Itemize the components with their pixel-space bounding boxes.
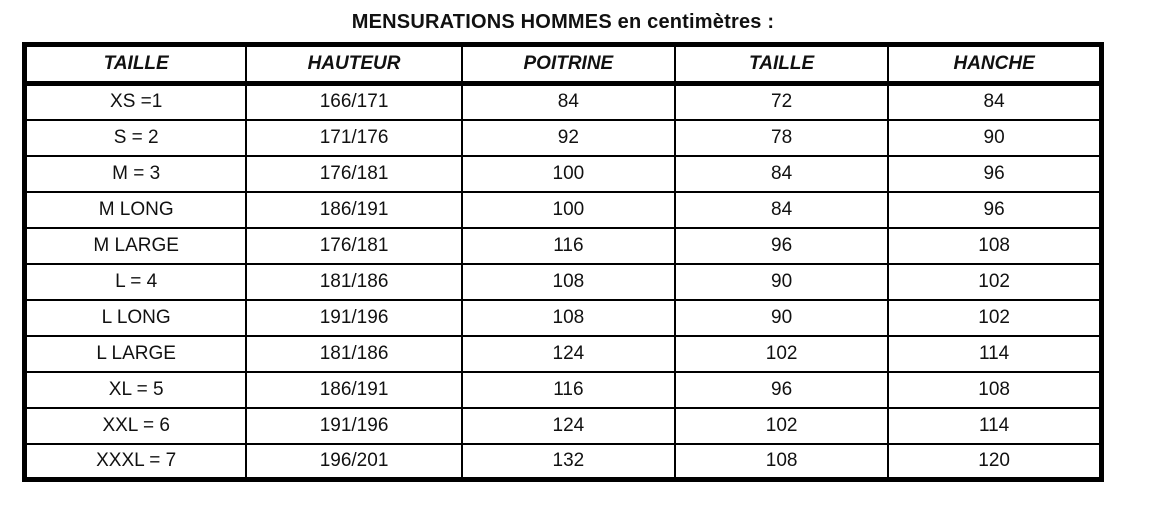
table-row-m-long: M LONG 186/191 100 84 96 (23, 190, 1103, 229)
table-row-l-long: L LONG 191/196 108 90 102 (23, 298, 1103, 337)
cell-hanche: 114 (887, 406, 1103, 445)
column-header-taille: TAILLE (23, 43, 248, 86)
cell-taille: 102 (673, 334, 890, 373)
cell-hanche: 84 (887, 82, 1103, 121)
cell-hauteur: 181/186 (245, 262, 463, 301)
table-row-xs: XS =1 166/171 84 72 84 (23, 82, 1103, 121)
table-row-xl: XL = 5 186/191 116 96 108 (23, 370, 1103, 409)
cell-hanche: 108 (887, 370, 1103, 409)
cell-poitrine: 92 (460, 118, 676, 157)
cell-size: S = 2 (23, 118, 248, 157)
cell-taille: 84 (673, 190, 890, 229)
cell-hanche: 120 (887, 442, 1103, 481)
column-header-hauteur: HAUTEUR (245, 43, 463, 86)
cell-hanche: 102 (887, 262, 1103, 301)
cell-taille: 102 (673, 406, 890, 445)
column-header-hanche: HANCHE (887, 43, 1103, 86)
cell-poitrine: 124 (460, 406, 676, 445)
cell-size: XXL = 6 (23, 406, 248, 445)
cell-hauteur: 181/186 (245, 334, 463, 373)
measurements-table: TAILLE HAUTEUR POITRINE TAILLE HANCHE XS… (22, 42, 1104, 482)
cell-taille: 96 (673, 370, 890, 409)
cell-taille: 90 (673, 298, 890, 337)
table-row-s: S = 2 171/176 92 78 90 (23, 118, 1103, 157)
table-row-m: M = 3 176/181 100 84 96 (23, 154, 1103, 193)
cell-hauteur: 176/181 (245, 226, 463, 265)
table-row-m-large: M LARGE 176/181 116 96 108 (23, 226, 1103, 265)
table-row-l: L = 4 181/186 108 90 102 (23, 262, 1103, 301)
cell-poitrine: 84 (460, 82, 676, 121)
cell-taille: 96 (673, 226, 890, 265)
cell-hauteur: 171/176 (245, 118, 463, 157)
cell-size: XL = 5 (23, 370, 248, 409)
cell-size: M LARGE (23, 226, 248, 265)
cell-poitrine: 116 (460, 226, 676, 265)
cell-poitrine: 124 (460, 334, 676, 373)
table-row-l-large: L LARGE 181/186 124 102 114 (23, 334, 1103, 373)
cell-size: M = 3 (23, 154, 248, 193)
cell-hauteur: 176/181 (245, 154, 463, 193)
size-chart-container: TAILLE HAUTEUR POITRINE TAILLE HANCHE XS… (22, 42, 1104, 482)
cell-taille: 90 (673, 262, 890, 301)
cell-size: XS =1 (23, 82, 248, 121)
cell-hanche: 114 (887, 334, 1103, 373)
cell-hauteur: 186/191 (245, 190, 463, 229)
cell-hanche: 96 (887, 154, 1103, 193)
cell-hanche: 96 (887, 190, 1103, 229)
cell-hauteur: 186/191 (245, 370, 463, 409)
cell-size: L = 4 (23, 262, 248, 301)
cell-size: M LONG (23, 190, 248, 229)
page-title: MENSURATIONS HOMMES en centimètres : (351, 11, 775, 33)
cell-poitrine: 116 (460, 370, 676, 409)
header-row: TAILLE HAUTEUR POITRINE TAILLE HANCHE (23, 43, 1103, 86)
cell-hauteur: 191/196 (245, 406, 463, 445)
cell-taille: 78 (673, 118, 890, 157)
cell-hanche: 108 (887, 226, 1103, 265)
cell-poitrine: 100 (460, 154, 676, 193)
cell-poitrine: 132 (460, 442, 676, 481)
column-header-taille-2: TAILLE (673, 43, 890, 86)
column-header-poitrine: POITRINE (460, 43, 676, 86)
cell-poitrine: 108 (460, 298, 676, 337)
cell-size: L LARGE (23, 334, 248, 373)
cell-hauteur: 166/171 (245, 82, 463, 121)
cell-taille: 72 (673, 82, 890, 121)
cell-poitrine: 100 (460, 190, 676, 229)
cell-hauteur: 196/201 (245, 442, 463, 481)
cell-size: XXXL = 7 (23, 442, 248, 481)
cell-hanche: 90 (887, 118, 1103, 157)
table-row-xxxl: XXXL = 7 196/201 132 108 120 (23, 442, 1103, 481)
cell-taille: 108 (673, 442, 890, 481)
cell-size: L LONG (23, 298, 248, 337)
cell-hauteur: 191/196 (245, 298, 463, 337)
cell-hanche: 102 (887, 298, 1103, 337)
cell-taille: 84 (673, 154, 890, 193)
cell-poitrine: 108 (460, 262, 676, 301)
table-row-xxl: XXL = 6 191/196 124 102 114 (23, 406, 1103, 445)
